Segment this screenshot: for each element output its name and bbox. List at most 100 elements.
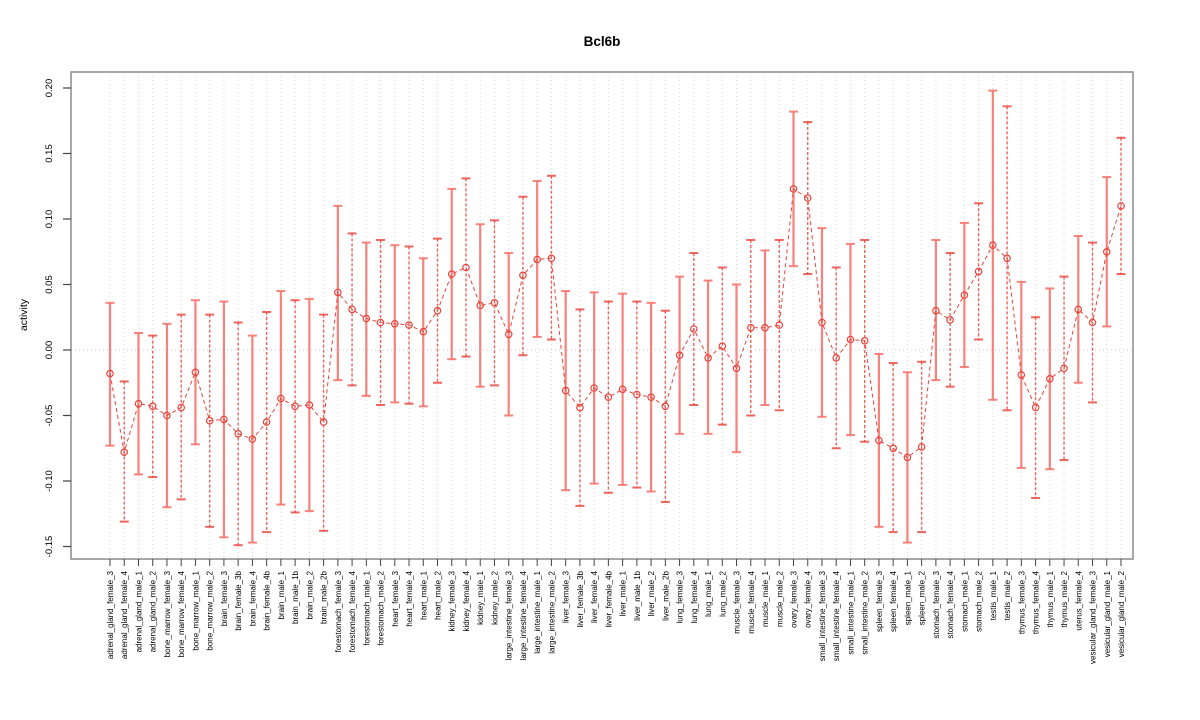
x-tick-label: lung_male_2 bbox=[718, 570, 727, 616]
x-tick-label: large_intestine_female_3 bbox=[505, 570, 514, 660]
data-point bbox=[561, 386, 570, 395]
data-point bbox=[205, 416, 214, 425]
x-tick-label: large_intestine_female_4 bbox=[519, 570, 528, 660]
x-tick-label: spleen_female_4 bbox=[889, 570, 898, 631]
data-point bbox=[974, 267, 983, 276]
x-tick-label: heart_female_4 bbox=[405, 570, 414, 626]
data-point bbox=[732, 364, 741, 373]
x-tick-label: liver_female_4 bbox=[590, 570, 599, 623]
data-point bbox=[333, 288, 342, 297]
data-point bbox=[746, 323, 755, 332]
data-point bbox=[277, 394, 285, 403]
x-tick-label: thymus_male_1 bbox=[1046, 570, 1055, 627]
x-tick-label: uterus_female_4 bbox=[1074, 570, 1083, 630]
x-tick-label: brain_male_2b bbox=[320, 570, 329, 623]
data-point bbox=[405, 321, 413, 329]
x-tick-label: small_intestine_male_1 bbox=[846, 570, 855, 654]
x-tick-label: brain_female_4 bbox=[248, 570, 257, 626]
data-point bbox=[689, 325, 698, 333]
x-tick-label: brain_male_1b bbox=[291, 570, 300, 623]
x-tick-label: muscle_male_2 bbox=[775, 570, 784, 627]
data-point bbox=[462, 263, 470, 272]
data-point bbox=[661, 402, 670, 411]
data-point bbox=[348, 305, 356, 314]
data-point bbox=[903, 453, 912, 462]
x-tick-label: brain_female_3b bbox=[234, 570, 243, 630]
data-point bbox=[633, 390, 641, 399]
chart-title: Bcl6b bbox=[584, 34, 621, 49]
data-point bbox=[262, 418, 271, 426]
data-point bbox=[988, 241, 997, 250]
data-point bbox=[419, 327, 428, 336]
x-tick-label: bone_marrow_male_1 bbox=[191, 570, 200, 650]
data-point bbox=[889, 444, 898, 453]
data-point bbox=[519, 271, 527, 280]
data-point bbox=[148, 402, 157, 411]
data-point bbox=[590, 384, 598, 392]
x-tick-label: thymus_female_3 bbox=[1017, 570, 1026, 634]
data-point bbox=[248, 435, 257, 443]
data-point bbox=[789, 185, 798, 193]
x-tick-label: forestomach_female_4 bbox=[348, 570, 357, 652]
x-tick-label: lung_female_3 bbox=[676, 570, 685, 623]
data-point bbox=[932, 306, 940, 315]
x-tick-label: bone_marrow_female_3 bbox=[163, 570, 172, 657]
y-tick-label: 0.20 bbox=[44, 79, 55, 98]
x-tick-label: large_intestine_male_2 bbox=[547, 570, 556, 653]
x-tick-label: adrenal_gland_male_2 bbox=[149, 570, 158, 652]
data-point bbox=[476, 301, 485, 310]
data-point bbox=[305, 401, 314, 409]
data-point bbox=[647, 393, 655, 402]
data-point bbox=[818, 318, 826, 327]
data-point bbox=[576, 403, 584, 412]
x-tick-label: brain_male_2 bbox=[305, 570, 314, 619]
data-point bbox=[604, 393, 613, 402]
data-point bbox=[618, 385, 627, 394]
x-tick-label: liver_female_3b bbox=[576, 570, 585, 627]
x-tick-label: lung_female_4 bbox=[690, 570, 699, 623]
x-tick-label: stomach_female_4 bbox=[946, 570, 955, 638]
x-tick-label: ovary_female_4 bbox=[804, 570, 813, 627]
x-tick-label: liver_male_2 bbox=[647, 570, 656, 616]
data-point bbox=[120, 448, 129, 457]
y-tick-label: 0.15 bbox=[44, 144, 55, 163]
x-tick-label: kidney_female_3 bbox=[448, 570, 457, 631]
series-line bbox=[109, 188, 1122, 459]
x-tick-label: small_intestine_male_2 bbox=[861, 570, 870, 654]
y-tick-label: -0.15 bbox=[44, 536, 55, 558]
x-tick-label: adrenal_gland_female_3 bbox=[106, 570, 115, 659]
data-point bbox=[490, 298, 499, 307]
x-tick-label: muscle_male_1 bbox=[761, 570, 770, 627]
x-tick-label: adrenal_gland_male_1 bbox=[134, 570, 143, 652]
y-tick-label: -0.10 bbox=[44, 470, 55, 492]
x-tick-label: small_intestine_female_4 bbox=[832, 570, 841, 661]
x-tick-label: kidney_female_4 bbox=[462, 570, 471, 631]
x-tick-label: heart_female_3 bbox=[391, 570, 400, 626]
x-tick-label: spleen_male_1 bbox=[903, 570, 912, 625]
data-point bbox=[917, 443, 926, 451]
x-tick-label: stomach_female_3 bbox=[932, 570, 941, 638]
data-point bbox=[191, 368, 200, 377]
data-point bbox=[803, 194, 812, 202]
data-point bbox=[234, 429, 243, 438]
x-tick-label: liver_male_1 bbox=[619, 570, 628, 616]
x-tick-label: vesicular_gland_male_1 bbox=[1103, 570, 1112, 657]
x-tick-label: stomach_male_2 bbox=[975, 570, 984, 631]
x-tick-label: spleen_male_2 bbox=[918, 570, 927, 625]
data-point bbox=[1017, 371, 1026, 379]
x-tick-label: forestomach_male_1 bbox=[362, 570, 371, 645]
data-point bbox=[390, 319, 399, 328]
data-point bbox=[704, 354, 712, 362]
x-tick-label: muscle_female_4 bbox=[747, 570, 756, 633]
data-point bbox=[1003, 254, 1011, 263]
x-tick-label: brain_male_1 bbox=[277, 570, 286, 619]
x-tick-label: liver_male_2b bbox=[661, 570, 670, 620]
x-tick-label: heart_male_1 bbox=[419, 570, 428, 619]
data-point bbox=[960, 291, 969, 299]
data-point bbox=[533, 255, 542, 264]
data-point bbox=[1117, 202, 1125, 210]
x-tick-label: large_intestine_male_1 bbox=[533, 570, 542, 653]
x-tick-label: adrenal_gland_female_4 bbox=[120, 570, 129, 659]
